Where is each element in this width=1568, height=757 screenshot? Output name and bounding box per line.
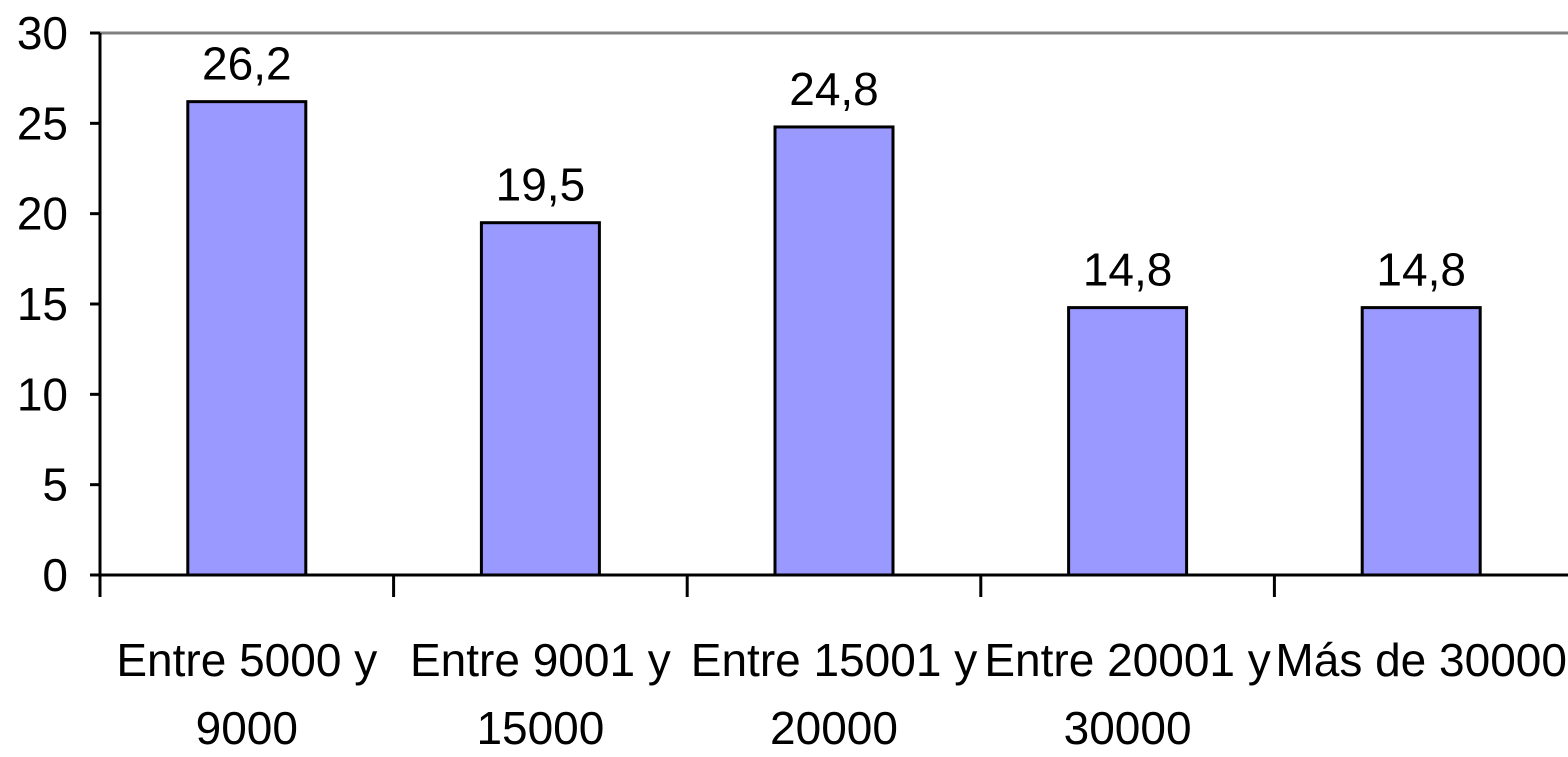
x-category-label: Entre 5000 y bbox=[116, 634, 377, 686]
bar bbox=[479, 221, 601, 577]
x-category-label: 20000 bbox=[770, 702, 898, 754]
bar bbox=[773, 125, 895, 577]
y-tick-label: 10 bbox=[17, 368, 68, 420]
x-category-label: Entre 9001 y bbox=[410, 634, 671, 686]
bar-value-label: 26,2 bbox=[202, 38, 292, 90]
bar-value-label: 19,5 bbox=[496, 159, 586, 211]
y-tick-label: 5 bbox=[42, 459, 68, 511]
bars bbox=[186, 100, 1482, 577]
x-category-label: 30000 bbox=[1064, 702, 1192, 754]
bar bbox=[1360, 306, 1482, 577]
labels: 0 5 10 15 20 25 30 26,2 Entre 5000 y 9000 19,5 Entr… bbox=[17, 7, 1567, 754]
y-tick-label: 25 bbox=[17, 97, 68, 149]
bar-value-label: 14,8 bbox=[1376, 244, 1466, 296]
bar-value-label: 24,8 bbox=[789, 63, 879, 115]
y-tick-label: 0 bbox=[42, 549, 68, 601]
x-category-label: 15000 bbox=[476, 702, 604, 754]
y-tick-label: 20 bbox=[17, 188, 68, 240]
x-category-label: Entre 15001 y bbox=[691, 634, 977, 686]
bar bbox=[1067, 306, 1189, 577]
y-tick-label: 15 bbox=[17, 278, 68, 330]
y-tick-label: 30 bbox=[17, 7, 68, 59]
x-category-label: 9000 bbox=[196, 702, 298, 754]
x-category-label: Más de 30000 bbox=[1275, 634, 1567, 686]
x-category-label: Entre 20001 y bbox=[984, 634, 1270, 686]
bar-value-label: 14,8 bbox=[1083, 244, 1173, 296]
bar bbox=[186, 100, 308, 577]
